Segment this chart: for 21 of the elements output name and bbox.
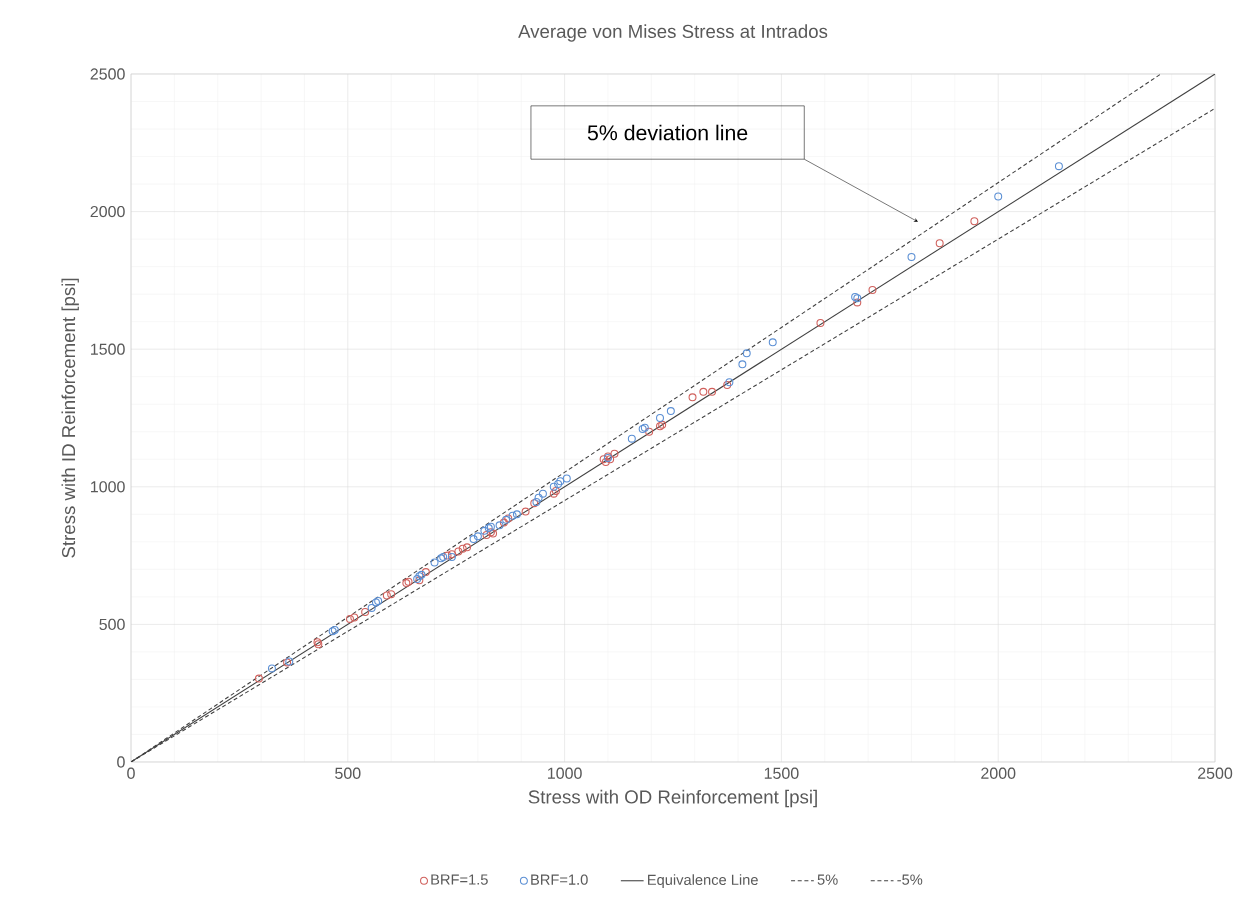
legend-label: BRF=1.5	[431, 874, 488, 885]
y-axis-title: Stress with ID Reinforcement [psi]	[61, 278, 79, 558]
chart-title: Average von Mises Stress at Intrados	[518, 24, 828, 42]
x-axis-title: Stress with OD Reinforcement [psi]	[528, 789, 817, 808]
y-tick-label: 2000	[90, 205, 125, 218]
legend-label: -5%	[897, 874, 923, 885]
x-tick-label: 1000	[548, 767, 582, 779]
x-tick-label: 1500	[764, 767, 799, 779]
y-tick-label: 1500	[91, 343, 125, 355]
legend-label: BRF=1.0	[531, 874, 588, 885]
x-tick-label: 0	[127, 767, 135, 779]
legend-label: Equivalence Line	[648, 874, 758, 888]
x-tick-label: 2000	[981, 767, 1016, 779]
y-tick-label: 500	[99, 618, 125, 631]
x-tick-label: 500	[335, 767, 361, 779]
legend-label: 5%	[817, 874, 838, 885]
y-tick-label: 1000	[91, 481, 125, 493]
x-tick-label: 2500	[1198, 767, 1233, 779]
y-tick-label: 0	[117, 756, 125, 768]
y-tick-label: 2500	[90, 68, 125, 80]
annotation: 5% deviation line	[587, 124, 748, 141]
